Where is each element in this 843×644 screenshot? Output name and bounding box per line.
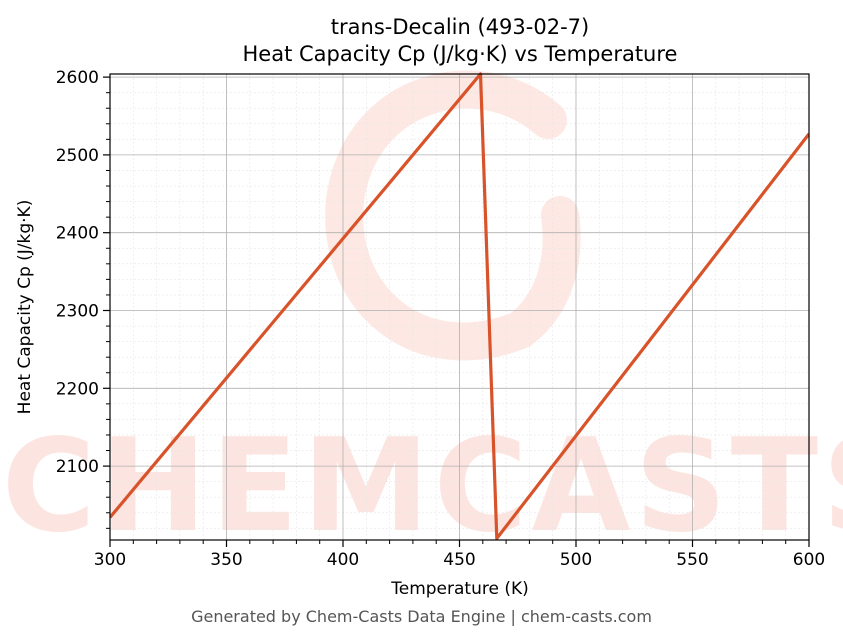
x-tick-label: 450 [443,550,475,570]
x-tick-label: 400 [327,550,359,570]
y-axis-label: Heat Capacity Cp (J/kg·K) [15,200,35,415]
ticks: 300 350 400 450 500 550 600 2100 2200 2300 2400 250… [56,68,825,570]
chart-subtitle: Heat Capacity Cp (J/kg·K) vs Temperature [243,42,678,66]
y-tick-label: 2600 [56,68,99,88]
series-layer [110,72,809,541]
y-tick-label: 2300 [56,302,99,322]
y-tick-label: 2200 [56,379,99,399]
y-tick-label: 2400 [56,224,99,244]
chart-title: trans-Decalin (493-02-7) [331,15,589,39]
x-tick-label: 500 [560,550,592,570]
x-axis-label: Temperature (K) [390,579,529,599]
heat-capacity-line [110,72,809,541]
x-tick-label: 350 [210,550,242,570]
watermark: CHEMCASTS [2,70,843,561]
x-tick-label: 550 [676,550,708,570]
y-tick-label: 2100 [56,457,99,477]
x-tick-label: 600 [793,550,825,570]
watermark-text: CHEMCASTS [2,412,843,561]
x-tick-label: 300 [94,550,126,570]
watermark-logo-icon [325,70,581,361]
y-tick-label: 2500 [56,146,99,166]
footer-credit: Generated by Chem-Casts Data Engine | ch… [191,607,652,626]
